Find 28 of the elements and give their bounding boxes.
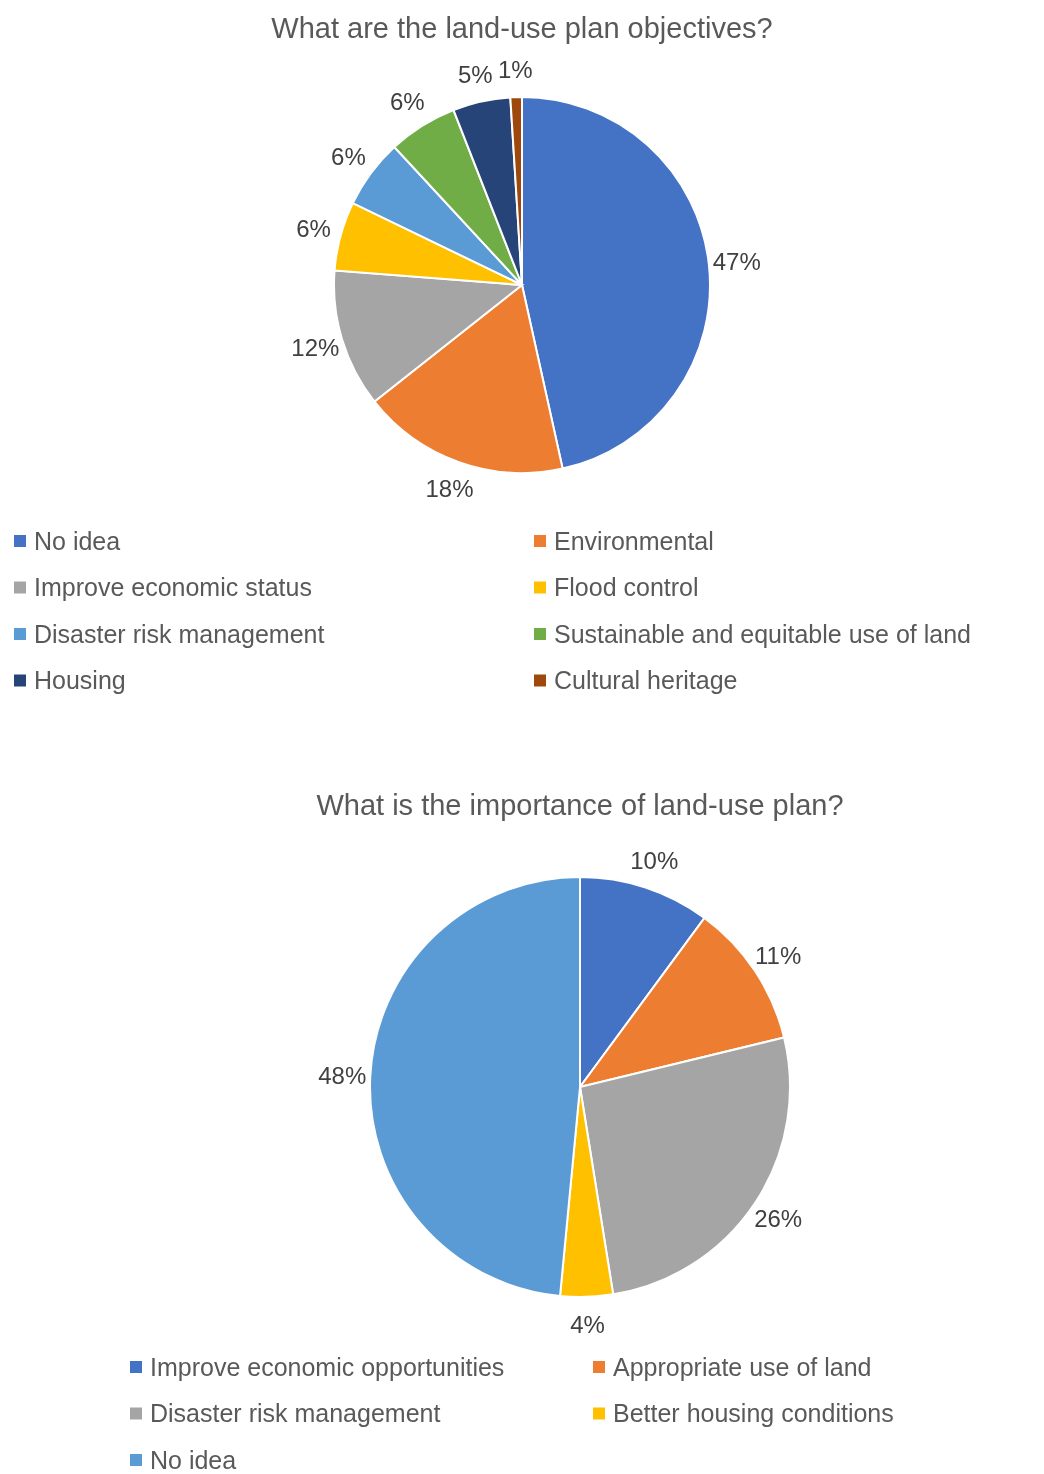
legend-label: Improve economic status xyxy=(34,573,312,602)
legend-label: Housing xyxy=(34,666,126,695)
data-label: 10% xyxy=(630,847,679,875)
data-label: 6% xyxy=(296,214,331,242)
data-label: 6% xyxy=(389,88,425,116)
legend-label: No idea xyxy=(34,526,121,555)
data-label: 4% xyxy=(570,1311,605,1339)
legend-label: Disaster risk management xyxy=(34,619,325,648)
legend-label: No idea xyxy=(150,1445,237,1474)
legend-label: Environmental xyxy=(554,526,714,555)
legend-label: Disaster risk management xyxy=(150,1399,441,1428)
chart-title: What are the land-use plan objectives? xyxy=(271,12,773,44)
data-label: 11% xyxy=(755,941,802,969)
data-label: 1% xyxy=(497,55,533,83)
legend-label: Sustainable and equitable use of land xyxy=(554,619,971,648)
data-label: 18% xyxy=(425,474,474,502)
data-label: 26% xyxy=(754,1205,803,1233)
data-label: 5% xyxy=(458,60,493,88)
legend-label: Cultural heritage xyxy=(554,666,738,695)
chart-title: What is the importance of land-use plan? xyxy=(316,789,844,821)
data-label: 47% xyxy=(712,247,761,275)
legend-label: Appropriate use of land xyxy=(613,1352,872,1381)
data-label: 6% xyxy=(331,142,366,170)
legend-label: Flood control xyxy=(554,573,699,602)
data-label: 48% xyxy=(318,1062,367,1090)
data-label: 12% xyxy=(291,334,340,362)
legend-label: Better housing conditions xyxy=(613,1399,894,1428)
legend-label: Improve economic opportunities xyxy=(150,1352,505,1381)
